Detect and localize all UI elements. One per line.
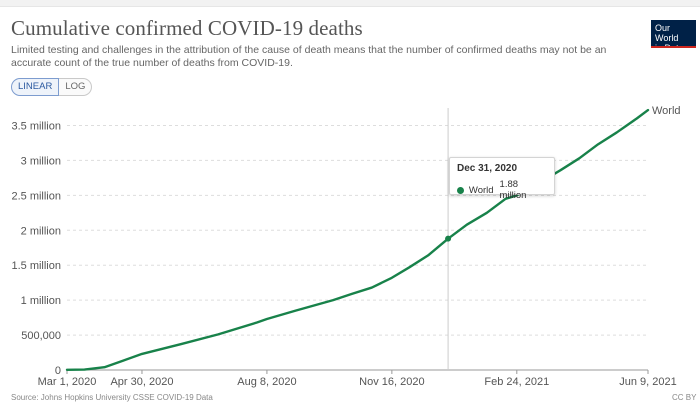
log-scale-button[interactable]: LOG [59,78,93,96]
top-border [0,0,700,7]
tooltip-date: Dec 31, 2020 [457,163,518,174]
x-axis-tick-marks [66,370,649,374]
y-tick-label: 500,000 [21,330,61,342]
chart-subtitle: Limited testing and challenges in the at… [11,44,607,69]
y-tick-label: 2 million [21,225,61,237]
owid-logo[interactable]: Our World in Data [651,20,696,53]
logo-line-1: Our World [655,23,679,43]
x-tick-label: Feb 24, 2021 [484,376,549,388]
world-series-line[interactable] [65,108,650,371]
y-axis-labels: 0 500,000 1 million 1.5 million 2 million 2.5… [11,120,61,377]
y-tick-label: 1.5 million [11,260,61,272]
tooltip-series-dot [457,186,464,194]
linear-scale-button[interactable]: LINEAR [11,78,60,96]
y-tick-label: 1 million [21,295,61,307]
y-tick-label: 3.5 million [11,120,61,132]
chart-title: Cumulative confirmed COVID-19 deaths [11,16,363,40]
series-end-label-world: World [652,105,681,117]
y-tick-label: 0 [55,365,61,377]
x-axis-labels: Mar 1, 2020 Apr 30, 2020 Aug 8, 2020 Nov 16… [38,376,677,388]
tooltip-series-name: World [468,184,494,196]
source-note: Source: Johns Hopkins University CSSE CO… [11,393,213,402]
tooltip-value: 1.88 million [499,179,527,201]
x-tick-label: Mar 1, 2020 [38,376,97,388]
y-tick-label: 3 million [21,155,61,167]
gridlines [67,124,648,336]
y-tick-label: 2.5 million [11,190,61,202]
hover-point-marker [445,235,452,242]
x-tick-label: Apr 30, 2020 [110,376,173,388]
x-tick-label: Nov 16, 2020 [359,376,424,388]
license-note: CC BY [672,393,697,402]
x-tick-label: Jun 9, 2021 [619,376,677,388]
data-tooltip: Dec 31, 2020 World 1.88 million [449,157,555,201]
scale-toggle: LINEAR LOG [11,78,93,96]
logo-line-2: in Data [655,43,684,53]
x-tick-label: Aug 8, 2020 [237,376,296,388]
tooltip-row: World 1.88 million [457,179,547,201]
